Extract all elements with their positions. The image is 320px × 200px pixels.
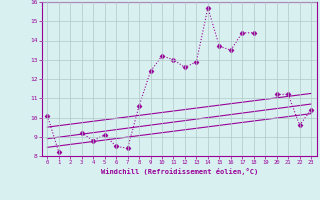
X-axis label: Windchill (Refroidissement éolien,°C): Windchill (Refroidissement éolien,°C) bbox=[100, 168, 258, 175]
